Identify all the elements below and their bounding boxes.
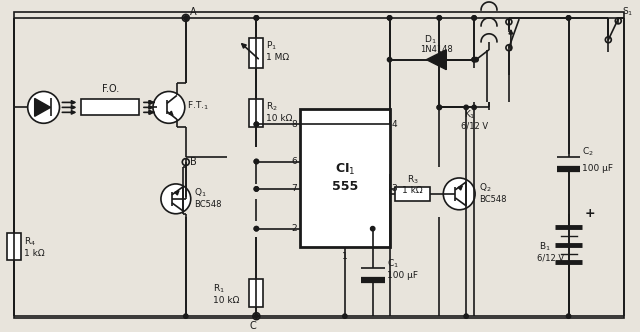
- Text: 10 kΩ: 10 kΩ: [266, 114, 292, 123]
- Circle shape: [437, 16, 442, 20]
- Circle shape: [387, 16, 392, 20]
- Circle shape: [464, 105, 468, 110]
- Polygon shape: [35, 98, 51, 116]
- Text: B$_1$: B$_1$: [539, 240, 550, 253]
- Text: D$_1$: D$_1$: [424, 34, 437, 46]
- Text: C$_1$: C$_1$: [387, 257, 399, 270]
- Polygon shape: [426, 50, 446, 70]
- Circle shape: [566, 16, 571, 20]
- Circle shape: [474, 57, 478, 62]
- Text: BC548: BC548: [479, 195, 507, 204]
- Text: 6: 6: [291, 157, 297, 166]
- Circle shape: [472, 105, 476, 110]
- Circle shape: [254, 159, 259, 164]
- Text: R$_3$: R$_3$: [406, 174, 419, 186]
- Text: R$_4$: R$_4$: [24, 235, 36, 248]
- Text: 555: 555: [332, 180, 358, 194]
- Circle shape: [254, 187, 259, 191]
- Circle shape: [254, 314, 259, 318]
- Circle shape: [182, 159, 189, 166]
- Circle shape: [437, 105, 442, 110]
- Text: F.O.: F.O.: [102, 84, 119, 95]
- Circle shape: [472, 16, 476, 20]
- Circle shape: [342, 314, 347, 318]
- Circle shape: [605, 37, 611, 43]
- Circle shape: [254, 16, 259, 20]
- Text: 4: 4: [392, 120, 397, 129]
- Text: R$_2$: R$_2$: [266, 100, 278, 113]
- Circle shape: [464, 314, 468, 318]
- Text: 6/12 V: 6/12 V: [461, 122, 488, 131]
- Text: S$_1$: S$_1$: [622, 6, 634, 18]
- Text: K$_1$: K$_1$: [464, 108, 476, 121]
- Text: 6/12 V: 6/12 V: [537, 254, 564, 263]
- Circle shape: [506, 19, 512, 25]
- Text: BC548: BC548: [194, 200, 221, 209]
- Circle shape: [153, 92, 185, 123]
- Circle shape: [254, 122, 259, 126]
- Text: 100 μF: 100 μF: [387, 271, 418, 280]
- Circle shape: [254, 226, 259, 231]
- Bar: [395, 187, 430, 201]
- Text: A: A: [189, 7, 196, 17]
- Text: 3: 3: [392, 185, 397, 194]
- Circle shape: [253, 313, 260, 320]
- Circle shape: [254, 122, 259, 126]
- Circle shape: [254, 187, 259, 191]
- Text: 1 MΩ: 1 MΩ: [266, 53, 289, 62]
- Text: B: B: [189, 157, 196, 167]
- Text: C$_2$: C$_2$: [582, 146, 595, 158]
- Bar: [250, 279, 263, 307]
- Text: 8: 8: [291, 120, 297, 129]
- Text: 7: 7: [291, 185, 297, 194]
- Text: C: C: [249, 321, 256, 331]
- Circle shape: [254, 16, 259, 20]
- Circle shape: [566, 314, 571, 318]
- Text: 1N4148: 1N4148: [420, 45, 453, 54]
- Text: 100 μF: 100 μF: [582, 164, 614, 173]
- Bar: [7, 233, 20, 261]
- Text: P$_1$: P$_1$: [266, 40, 277, 52]
- Circle shape: [472, 57, 476, 62]
- Circle shape: [387, 16, 392, 20]
- Circle shape: [506, 45, 512, 51]
- Text: CI$_1$: CI$_1$: [335, 161, 355, 177]
- Bar: [250, 38, 263, 68]
- Circle shape: [566, 16, 571, 20]
- Bar: [250, 99, 263, 127]
- Circle shape: [161, 184, 191, 214]
- Text: 1: 1: [342, 252, 348, 261]
- Circle shape: [184, 314, 188, 318]
- Circle shape: [254, 226, 259, 231]
- Text: F.T.$_1$: F.T.$_1$: [187, 99, 209, 112]
- Circle shape: [437, 16, 442, 20]
- Text: 1 kΩ: 1 kΩ: [402, 186, 423, 196]
- Circle shape: [444, 178, 475, 210]
- Text: Q$_2$: Q$_2$: [479, 182, 492, 194]
- Text: +: +: [584, 207, 595, 220]
- Text: 1 kΩ: 1 kΩ: [24, 249, 44, 258]
- Circle shape: [615, 18, 621, 24]
- Circle shape: [184, 16, 188, 20]
- Circle shape: [387, 57, 392, 62]
- Circle shape: [472, 16, 476, 20]
- Circle shape: [254, 159, 259, 164]
- Bar: [300, 109, 390, 247]
- Circle shape: [254, 16, 259, 20]
- Circle shape: [28, 92, 60, 123]
- Text: Q$_1$: Q$_1$: [194, 187, 207, 199]
- Bar: [81, 99, 139, 115]
- Text: 10 kΩ: 10 kΩ: [212, 296, 239, 305]
- Circle shape: [371, 226, 375, 231]
- Text: R$_1$: R$_1$: [212, 282, 225, 294]
- Text: 2: 2: [291, 224, 297, 233]
- Circle shape: [182, 14, 189, 21]
- Circle shape: [437, 105, 442, 110]
- Circle shape: [472, 57, 476, 62]
